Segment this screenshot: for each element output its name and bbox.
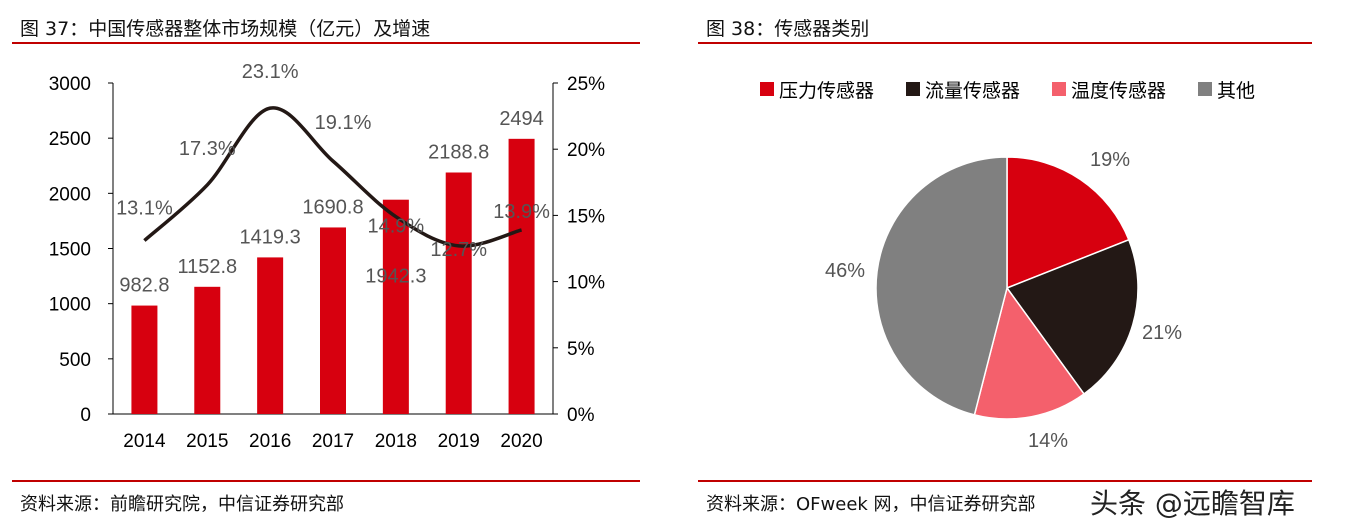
left-tick-label: 3000 xyxy=(49,74,91,95)
line-label: 17.3% xyxy=(179,138,236,160)
bar-label: 982.8 xyxy=(119,275,169,297)
left-chart-title: 图 37：中国传感器整体市场规模（亿元）及增速 xyxy=(20,18,431,40)
legend-label: 温度传感器 xyxy=(1071,80,1166,102)
line-label: 19.1% xyxy=(315,112,372,134)
bar xyxy=(445,172,472,414)
left-source-rule xyxy=(12,480,640,482)
pie-slice xyxy=(1005,238,1139,396)
bar xyxy=(194,286,221,414)
bar-label: 1942.3 xyxy=(365,266,426,288)
right-source: 资料来源：OFweek 网，中信证券研究部 xyxy=(706,494,1036,515)
pie-slice xyxy=(875,156,1008,416)
right-title-rule xyxy=(698,42,1312,44)
right-chart-title: 图 38：传感器类别 xyxy=(706,18,870,40)
right-tick-label: 25% xyxy=(567,74,605,95)
left-title-rule xyxy=(12,42,640,44)
bar xyxy=(320,227,346,414)
legend-label: 压力传感器 xyxy=(779,80,874,102)
x-tick-label: 2015 xyxy=(186,431,228,452)
right-source-rule xyxy=(698,480,1312,482)
bar-label: 2494 xyxy=(499,108,544,130)
x-tick-label: 2017 xyxy=(312,431,354,452)
bar-label: 1690.8 xyxy=(302,196,363,218)
right-tick-label: 15% xyxy=(567,206,605,227)
pie-label: 14% xyxy=(1028,430,1068,452)
bar xyxy=(131,305,158,414)
pie-slice xyxy=(1006,156,1130,290)
x-tick-label: 2016 xyxy=(249,431,291,452)
left-tick-label: 2000 xyxy=(49,184,91,205)
legend-swatch xyxy=(1198,82,1212,96)
left-tick-label: 0 xyxy=(80,405,91,426)
right-tick-label: 0% xyxy=(567,405,595,426)
pie-slice xyxy=(973,286,1086,420)
line-label: 23.1% xyxy=(242,61,299,83)
line-label: 13.9% xyxy=(493,201,550,223)
left-tick-label: 2500 xyxy=(49,129,91,150)
legend-swatch xyxy=(1052,82,1066,96)
bar xyxy=(508,138,535,414)
pie-label: 19% xyxy=(1090,149,1130,171)
legend-label: 流量传感器 xyxy=(925,80,1020,102)
x-tick-label: 2020 xyxy=(500,431,542,452)
bar-label: 1419.3 xyxy=(240,226,301,248)
x-tick-label: 2019 xyxy=(438,431,480,452)
right-tick-label: 20% xyxy=(567,140,605,161)
x-tick-label: 2014 xyxy=(123,431,166,452)
legend-label: 其他 xyxy=(1217,80,1255,102)
bar xyxy=(257,257,284,414)
bar-label: 2188.8 xyxy=(428,142,489,164)
left-tick-label: 500 xyxy=(59,350,91,371)
pie-label: 46% xyxy=(825,260,865,282)
left-source: 资料来源：前瞻研究院，中信证券研究部 xyxy=(20,494,344,515)
legend-swatch xyxy=(760,82,774,96)
bar xyxy=(382,199,409,414)
left-tick-label: 1500 xyxy=(49,240,91,261)
right-tick-label: 5% xyxy=(567,339,595,360)
right-tick-label: 10% xyxy=(567,273,605,294)
pie-label: 21% xyxy=(1142,322,1182,344)
left-tick-label: 1000 xyxy=(49,295,91,316)
line-label: 13.1% xyxy=(116,198,173,220)
growth-line xyxy=(143,106,523,248)
x-tick-label: 2018 xyxy=(375,431,417,452)
watermark: 头条 @远瞻智库 xyxy=(1090,487,1295,520)
bar-label: 1152.8 xyxy=(177,256,237,278)
line-label: 14.9% xyxy=(367,216,424,238)
legend-swatch xyxy=(906,82,920,96)
line-label: 12.7% xyxy=(430,239,487,261)
